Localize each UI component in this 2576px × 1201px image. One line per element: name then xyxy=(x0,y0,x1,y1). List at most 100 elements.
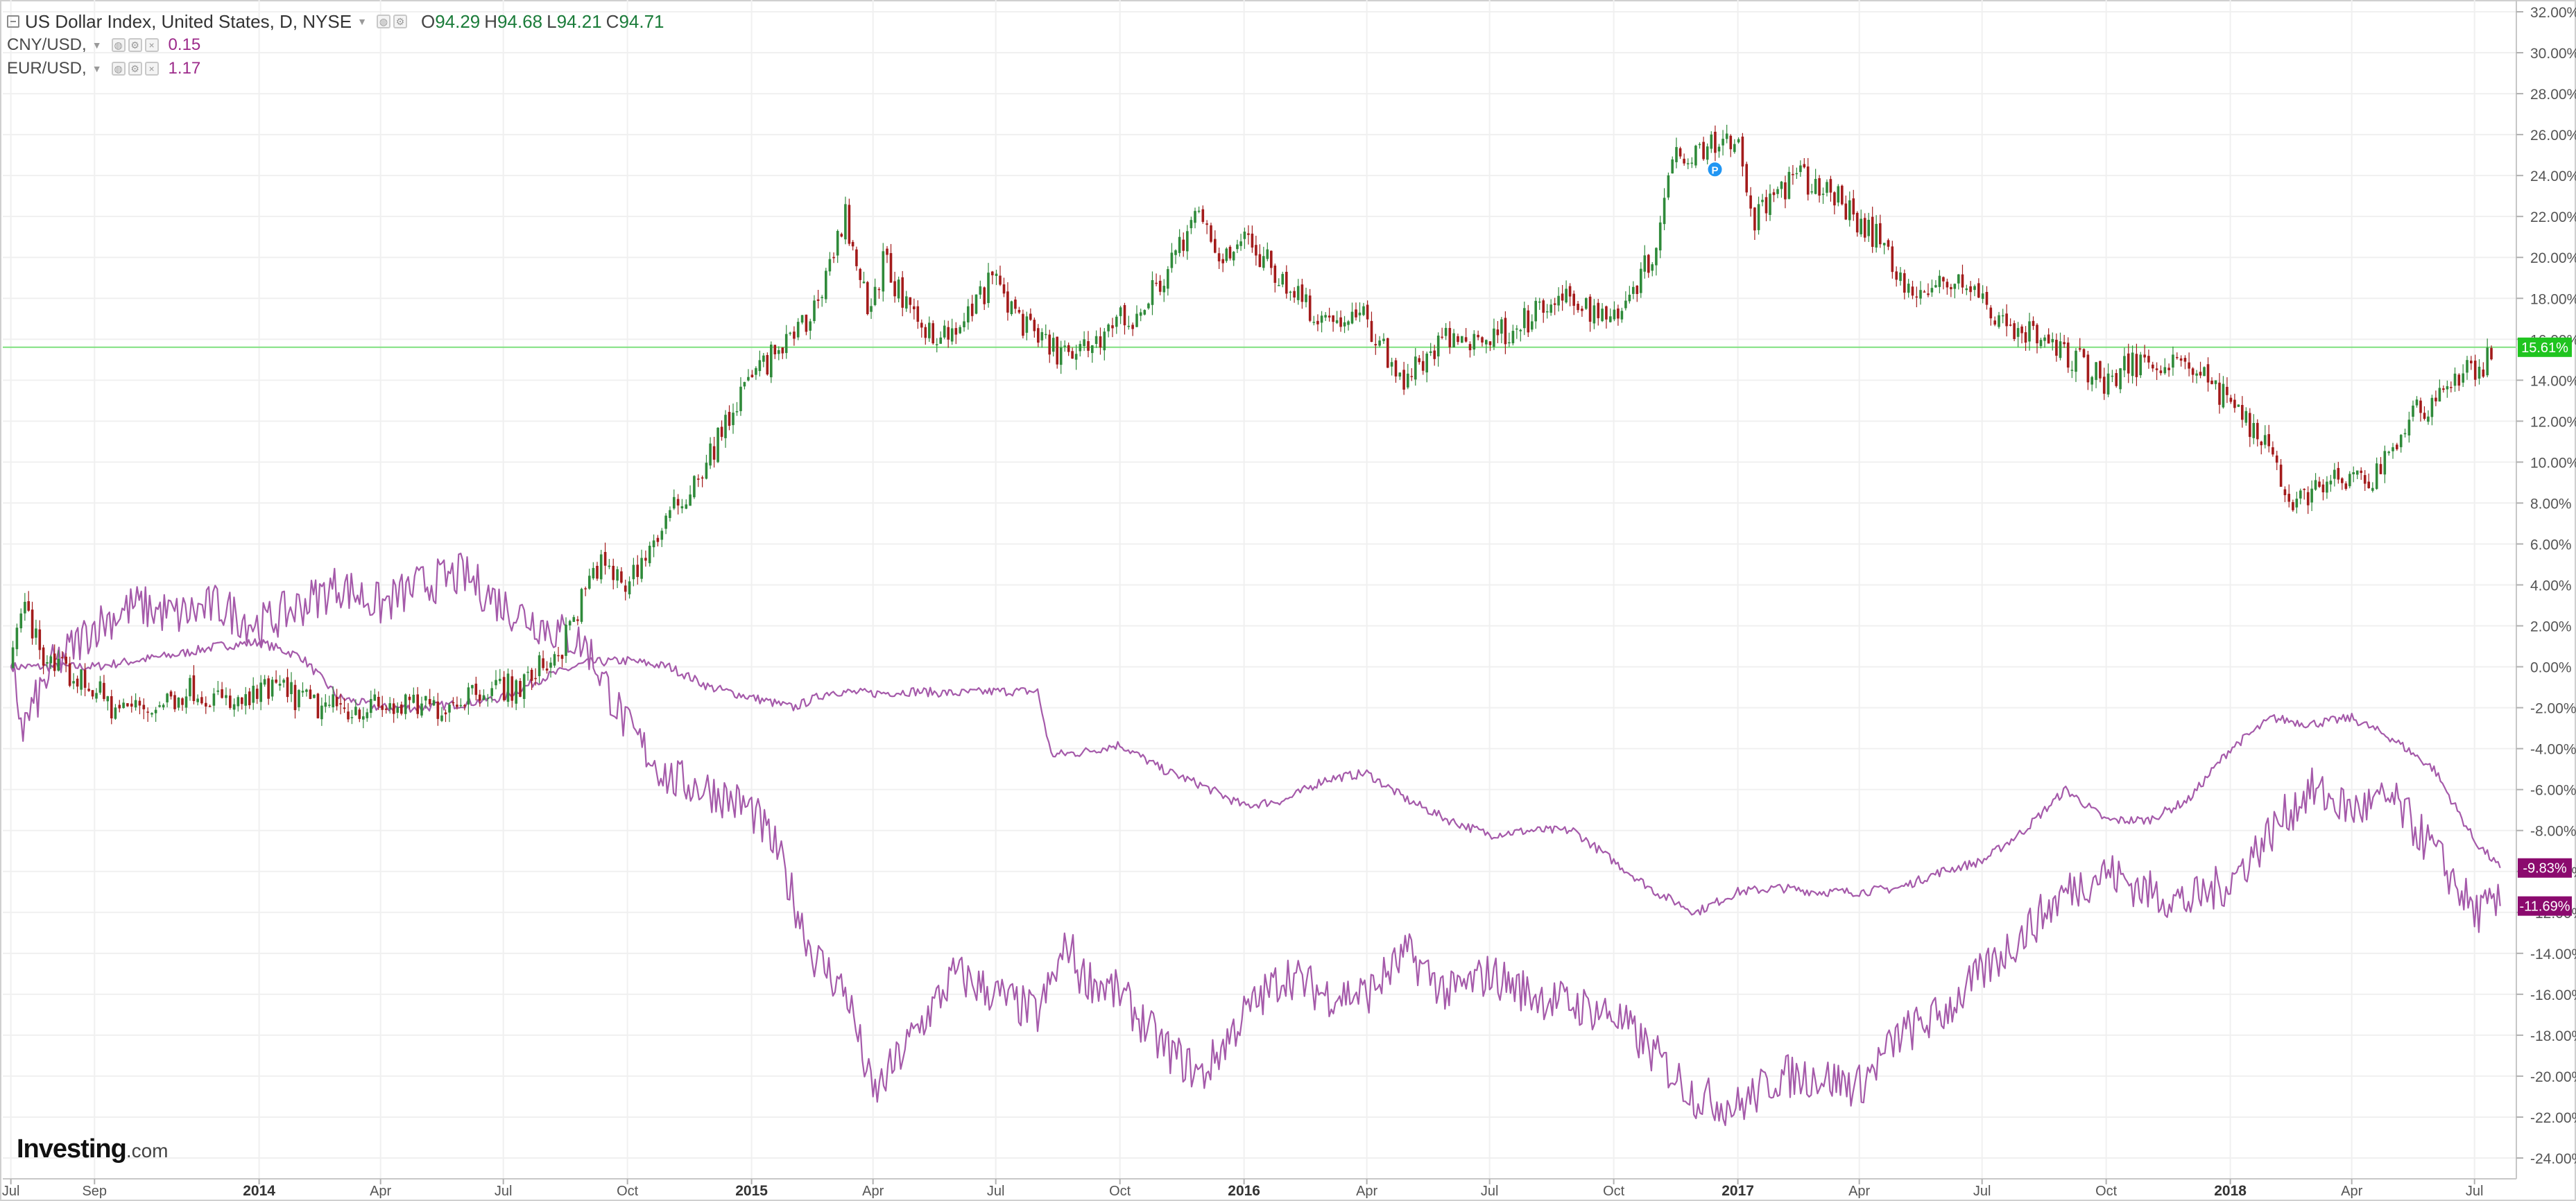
candle-body xyxy=(1025,316,1029,333)
y-axis[interactable]: 32.00% 30.00% 28.00% 26.00% 24.00% 22.00% 20.0… xyxy=(2516,0,2576,1179)
candle-body xyxy=(1643,255,1647,272)
x-tick-label: Oct xyxy=(617,1184,639,1199)
candle-body xyxy=(396,707,399,713)
candle-body xyxy=(1079,344,1082,352)
x-tick-label: Jul xyxy=(495,1184,513,1199)
candle-body xyxy=(146,711,149,713)
candle-body xyxy=(1895,271,1898,280)
candle-body xyxy=(2387,451,2390,453)
candle-body xyxy=(1170,252,1174,268)
y-tick-label: 6.00% xyxy=(2530,537,2572,553)
candle-body xyxy=(2371,487,2374,491)
candle-body xyxy=(2470,361,2473,363)
candle-body xyxy=(522,674,526,699)
candle-body xyxy=(1190,220,1193,229)
candle-body xyxy=(534,677,537,680)
candle-body xyxy=(309,689,312,699)
eye-icon[interactable]: ◍ xyxy=(111,62,126,76)
event-marker-icon[interactable]: P xyxy=(1706,161,1724,178)
candle-body xyxy=(181,698,184,705)
candle-body xyxy=(2188,362,2190,369)
candle-body xyxy=(624,585,627,592)
legend-compare-row[interactable]: CNY/USD, ▼ ◍ ⚙ × 0.15 xyxy=(7,33,664,57)
candle-body xyxy=(1942,277,1945,282)
candle-body xyxy=(2337,467,2340,480)
y-tick-label: -14.00% xyxy=(2530,947,2576,962)
candle-body xyxy=(1135,313,1138,327)
candle-body xyxy=(1111,325,1114,329)
candle-body xyxy=(130,703,133,707)
candle-body xyxy=(1826,182,1828,193)
candle-body xyxy=(499,678,501,682)
candle-body xyxy=(1107,325,1110,331)
candle-body xyxy=(1655,248,1658,266)
eur-usd-last-badge: -11.69% xyxy=(2518,896,2572,916)
candle-body xyxy=(1772,192,1776,196)
candle-body xyxy=(1477,334,1479,338)
candle-body xyxy=(2155,368,2158,370)
close-icon[interactable]: × xyxy=(144,38,159,52)
candle-body xyxy=(2423,413,2426,419)
candle-body xyxy=(1123,305,1126,326)
candle-body xyxy=(2099,361,2102,379)
candle-body xyxy=(2272,447,2274,455)
candle-body xyxy=(1051,338,1055,352)
compare-value: 0.15 xyxy=(168,35,201,54)
settings-icon[interactable]: ⚙ xyxy=(128,62,142,76)
candle-body xyxy=(1158,280,1162,292)
candle-body xyxy=(1721,139,1724,146)
candle-body xyxy=(716,427,719,463)
candle-body xyxy=(2036,325,2038,344)
x-axis[interactable]: Jul Sep 2014 Apr Jul Oct 2015 Apr Jul Oct 2016 Apr J… xyxy=(2,1178,2516,1199)
candle-body xyxy=(392,703,395,714)
candle-body xyxy=(652,540,655,548)
candle-body xyxy=(2206,364,2210,383)
candle-body xyxy=(2237,404,2240,407)
chevron-down-icon[interactable]: ▼ xyxy=(92,63,102,74)
candle-body xyxy=(2363,475,2367,484)
candle-body xyxy=(1671,159,1674,174)
candle-body xyxy=(290,682,293,694)
candle-body xyxy=(1686,163,1690,164)
candle-body xyxy=(644,558,647,561)
candle-body xyxy=(278,684,282,686)
candle-body xyxy=(471,685,474,689)
eye-icon[interactable]: ◍ xyxy=(111,38,126,52)
candle-body xyxy=(2131,352,2134,377)
candle-body xyxy=(1882,243,1886,245)
candle-body xyxy=(27,601,30,611)
candle-body xyxy=(636,564,639,578)
candle-body xyxy=(2226,386,2229,395)
main-symbol-title[interactable]: US Dollar Index, United States, D, NYSE xyxy=(25,10,352,32)
close-icon[interactable]: × xyxy=(144,62,159,76)
compare-symbol[interactable]: EUR/USD, xyxy=(7,59,87,78)
candle-body xyxy=(366,712,369,718)
candle-body xyxy=(212,693,216,706)
candle-body xyxy=(1296,286,1300,300)
candle-body xyxy=(2344,483,2348,489)
compare-symbol[interactable]: CNY/USD, xyxy=(7,35,87,54)
candle-body xyxy=(1632,286,1635,294)
candle-body xyxy=(1597,302,1600,318)
legend-compare-row[interactable]: EUR/USD, ▼ ◍ ⚙ × 1.17 xyxy=(7,57,664,80)
candle-body xyxy=(1151,280,1154,305)
candle-body xyxy=(2419,400,2422,413)
candle-body xyxy=(1197,210,1201,212)
legend-main-row[interactable]: US Dollar Index, United States, D, NYSE … xyxy=(7,10,664,33)
candle-body xyxy=(669,510,671,518)
candle-body xyxy=(632,564,635,580)
candle-body xyxy=(2102,377,2106,394)
chevron-down-icon[interactable]: ▼ xyxy=(357,16,367,27)
candle-body xyxy=(2310,488,2313,503)
chevron-down-icon[interactable]: ▼ xyxy=(92,40,102,51)
eye-icon[interactable]: ◍ xyxy=(376,15,390,28)
settings-icon[interactable]: ⚙ xyxy=(128,38,142,52)
settings-icon[interactable]: ⚙ xyxy=(393,15,407,28)
collapse-icon[interactable] xyxy=(7,15,19,28)
candle-body xyxy=(773,345,777,354)
candle-body xyxy=(909,297,912,305)
candle-body xyxy=(205,702,207,707)
candle-body xyxy=(796,322,800,338)
candle-body xyxy=(1814,179,1817,194)
